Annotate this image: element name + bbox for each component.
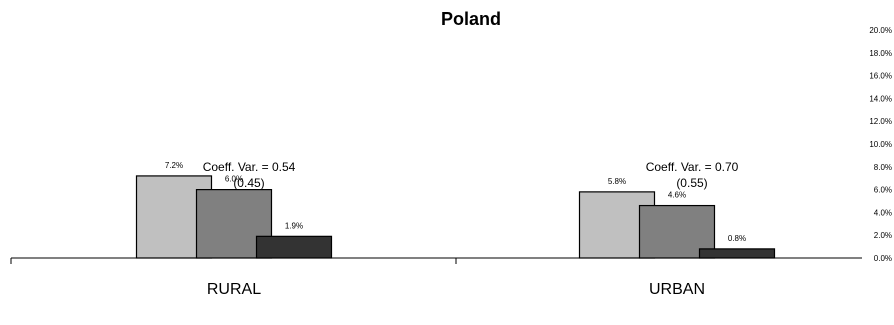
data-label: 6.0% [225,175,243,184]
coeff-var-label: Coeff. Var. = 0.54 [203,160,296,174]
y-tick-label: 20.0% [869,26,892,35]
y-tick-label: 18.0% [869,49,892,58]
y-tick-label: 10.0% [869,140,892,149]
category-label: RURAL [207,281,261,298]
bars-layer [135,175,776,259]
coeff-var-sub-label: (0.45) [233,176,264,190]
coeff-var-label: Coeff. Var. = 0.70 [646,160,739,174]
data-label: 5.8% [608,177,626,186]
data-label: 1.9% [285,221,303,230]
y-tick-label: 4.0% [874,208,892,217]
coeff-var-sub-label: (0.55) [676,176,707,190]
y-tick-label: 8.0% [874,163,892,172]
labels-layer: 7.2% 6.0% 1.9% RURAL Coeff. Var. = 0.54 (0.45… [165,160,746,298]
y-tick-label: 2.0% [874,231,892,240]
data-label: 7.2% [165,161,183,170]
data-label: 4.6% [668,191,686,200]
category-label: URBAN [649,281,705,298]
y-axis: 0.0% 2.0% 4.0% 6.0% 8.0% 10.0% 12.0% 14.0% 16.0%… [869,26,892,263]
chart-title: Poland [441,9,501,29]
y-tick-label: 12.0% [869,117,892,126]
y-tick-label: 16.0% [869,72,892,81]
y-tick-label: 0.0% [874,254,892,263]
y-tick-label: 6.0% [874,186,892,195]
bar [698,248,776,259]
y-tick-label: 14.0% [869,94,892,103]
data-label: 0.8% [728,234,746,243]
bar [255,235,333,259]
